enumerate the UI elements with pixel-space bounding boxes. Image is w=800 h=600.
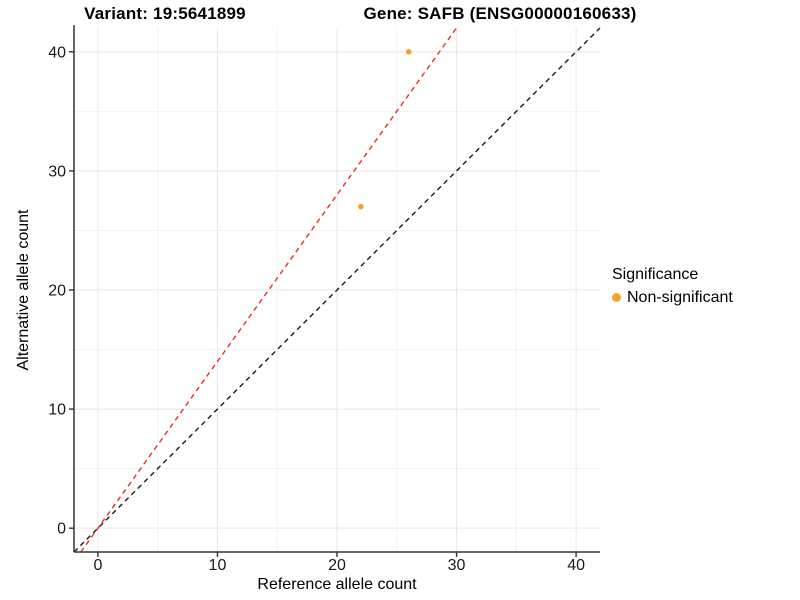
legend-item-label: Non-significant	[627, 288, 733, 306]
x-tick-label: 40	[567, 557, 585, 574]
y-tick-label: 10	[48, 402, 66, 419]
y-tick-label: 30	[48, 163, 66, 180]
data-point	[358, 203, 364, 210]
gene-title: Gene: SAFB (ENSG00000160633)	[363, 4, 637, 23]
x-tick-label: 0	[93, 557, 102, 574]
x-tick-label: 10	[209, 557, 227, 574]
y-tick-label: 40	[48, 44, 66, 61]
legend-item: Non-significant	[612, 286, 733, 309]
x-tick-label: 20	[328, 557, 346, 574]
legend-point-icon	[612, 293, 621, 302]
y-tick-label: 20	[48, 283, 66, 300]
x-axis-label: Reference allele count	[257, 576, 417, 593]
y-axis-label: Alternative allele count	[15, 209, 32, 371]
x-tick-label: 30	[448, 557, 466, 574]
identity-line	[73, 27, 601, 553]
variant-title: Variant: 19:5641899	[84, 4, 246, 23]
legend-title: Significance	[612, 266, 699, 283]
legend: Significance Non-significant	[612, 263, 733, 309]
data-point	[405, 49, 412, 55]
y-tick-label: 0	[57, 521, 66, 538]
